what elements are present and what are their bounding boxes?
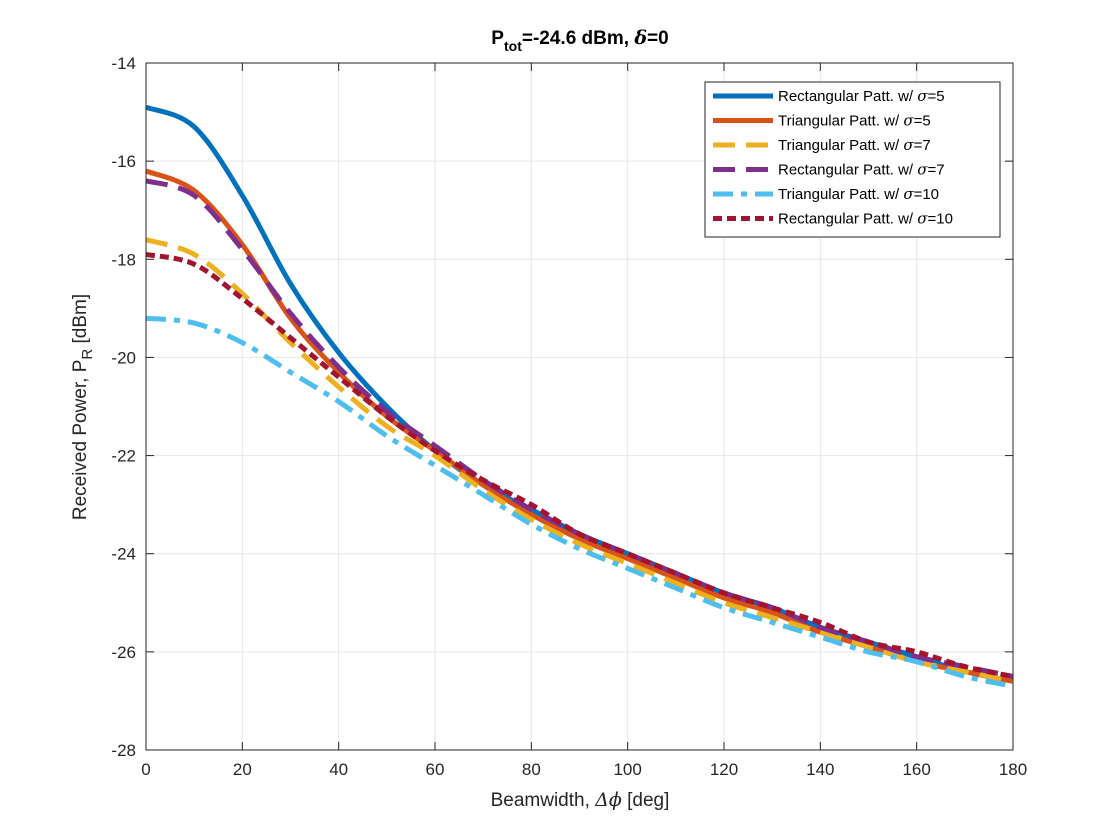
legend-sigma-symbol: σ: [917, 161, 928, 179]
svg-text:Ptot=-24.6 dBm, δ=0: Ptot=-24.6 dBm, δ=0: [491, 27, 668, 54]
y-tick-label: -14: [111, 54, 136, 73]
y-axis-label: Received Power, PR [dBm]: [70, 294, 96, 520]
x-tick-label: 100: [613, 760, 641, 779]
title-delta: δ: [633, 27, 647, 49]
x-tick-label: 20: [233, 760, 252, 779]
y-tick-label: -26: [111, 643, 136, 662]
x-axis-label-symbol: Δϕ: [594, 789, 622, 811]
x-tick-label: 0: [141, 760, 150, 779]
y-tick-label: -18: [111, 250, 136, 269]
legend-label-suffix: =7: [927, 162, 944, 179]
x-tick-label: 60: [426, 760, 445, 779]
legend-label-suffix: =10: [914, 186, 939, 203]
legend-sigma-symbol: σ: [903, 112, 914, 130]
series-line-3: [145, 237, 1014, 684]
legend-sigma-symbol: σ: [917, 87, 928, 105]
legend-sigma-symbol: σ: [917, 210, 928, 228]
title-subscript: tot: [504, 38, 522, 54]
x-axis-label-prefix: Beamwidth,: [491, 790, 596, 811]
series-line-6: [145, 251, 1014, 679]
y-axis-label-subscript: R: [79, 349, 96, 360]
x-axis-label-suffix: [deg]: [622, 790, 670, 811]
legend-label-suffix: =10: [927, 211, 952, 228]
legend-box: [704, 81, 1001, 238]
legend-label-prefix: Rectangular Patt. w/: [778, 88, 917, 105]
x-tick-label: 180: [999, 760, 1027, 779]
x-axis-label: Beamwidth, Δϕ [deg]: [491, 789, 670, 811]
legend-sigma-symbol: σ: [903, 185, 914, 203]
y-tick-label: -24: [111, 545, 136, 564]
y-tick-label: -28: [111, 741, 136, 760]
y-axis-label-prefix: Received Power, P: [70, 360, 91, 521]
legend-label-suffix: =5: [914, 113, 931, 130]
legend-label-suffix: =5: [927, 88, 944, 105]
legend-label-2: Triangular Patt. w/ σ=5: [778, 112, 931, 130]
x-tick-label: 160: [902, 760, 930, 779]
legend-label-prefix: Triangular Patt. w/: [778, 186, 903, 203]
legend-label-3: Triangular Patt. w/ σ=7: [778, 136, 931, 154]
x-tick-label: 140: [806, 760, 834, 779]
legend-label-prefix: Rectangular Patt. w/: [778, 162, 917, 179]
legend-label-suffix: =7: [914, 137, 931, 154]
x-tick-label: 40: [329, 760, 348, 779]
y-tick-label: -20: [111, 348, 136, 367]
legend-label-6: Rectangular Patt. w/ σ=10: [778, 210, 953, 228]
legend-label-5: Triangular Patt. w/ σ=10: [778, 185, 939, 203]
title-main: P: [491, 28, 504, 49]
legend-label-prefix: Triangular Patt. w/: [778, 113, 903, 130]
x-tick-label: 120: [710, 760, 738, 779]
legend-label-1: Rectangular Patt. w/ σ=5: [778, 87, 945, 105]
y-tick-label: -22: [111, 447, 136, 466]
series-line-5: [145, 315, 1014, 689]
title-rest: =-24.6 dBm,: [522, 28, 634, 49]
legend-label-4: Rectangular Patt. w/ σ=7: [778, 161, 945, 179]
x-tick-label: 80: [522, 760, 541, 779]
chart-title: Ptot=-24.6 dBm, δ=0: [491, 27, 668, 54]
title-tail: =0: [647, 28, 669, 49]
legend-sigma-symbol: σ: [903, 136, 914, 154]
legend-label-prefix: Rectangular Patt. w/: [778, 211, 917, 228]
y-axis-label-suffix: [dBm]: [70, 294, 91, 349]
legend-label-prefix: Triangular Patt. w/: [778, 137, 903, 154]
axes-box: [145, 62, 1014, 751]
y-tick-label: -16: [111, 152, 136, 171]
